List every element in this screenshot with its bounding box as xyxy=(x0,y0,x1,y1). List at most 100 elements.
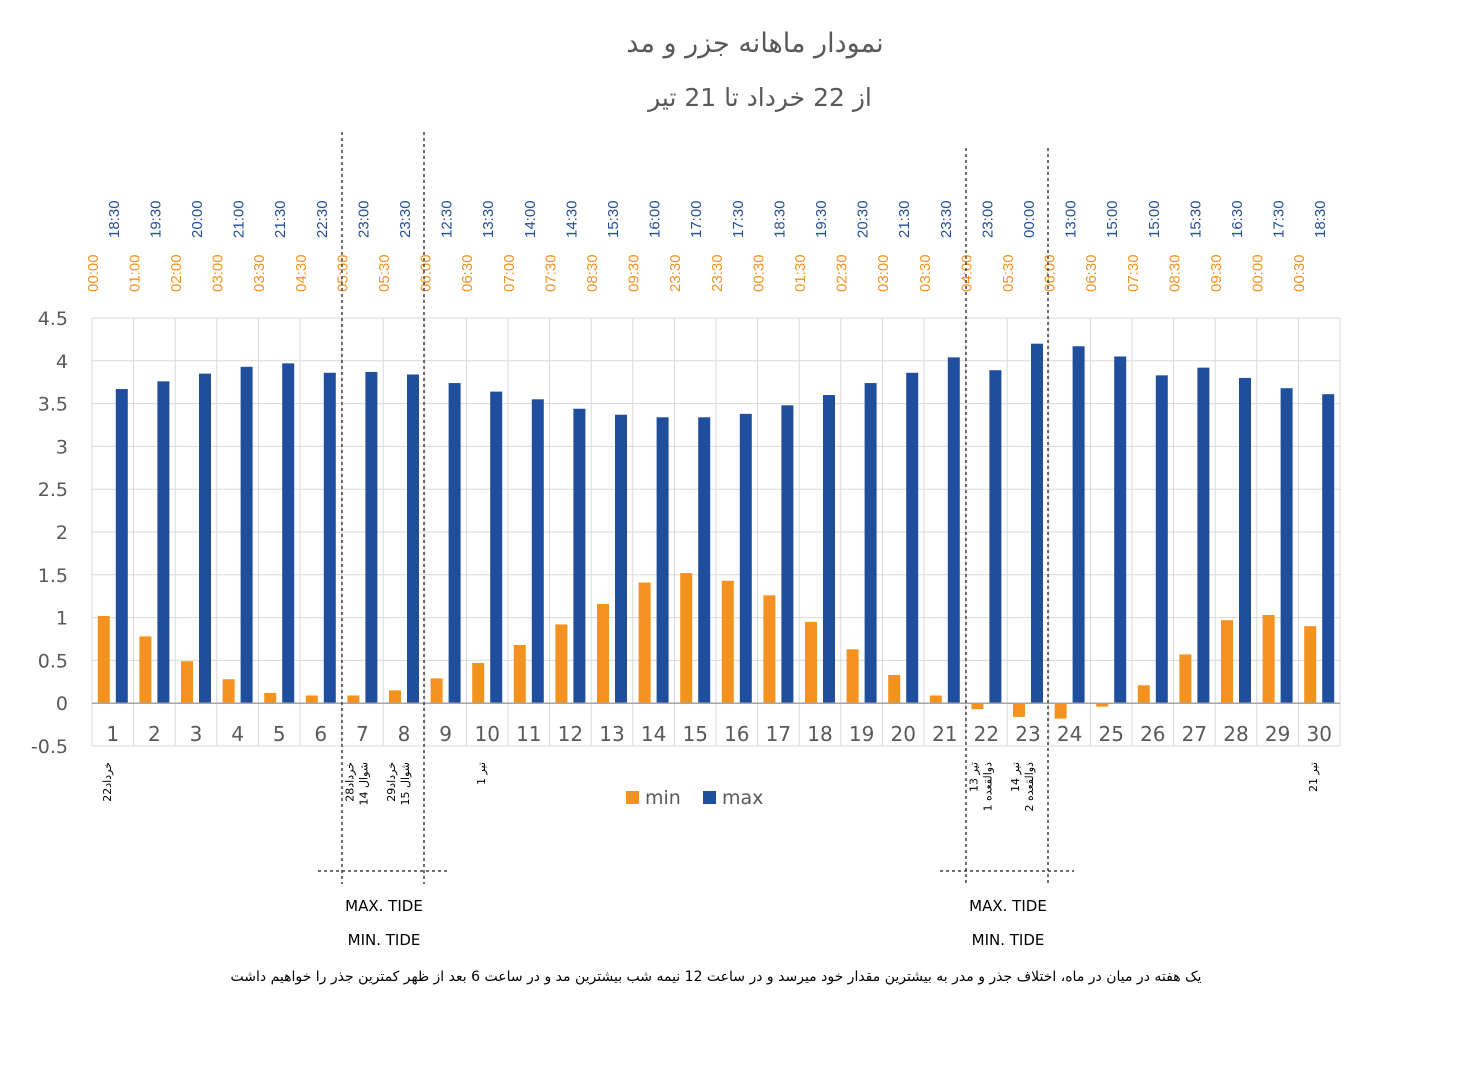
bar-max-day-6 xyxy=(323,372,336,704)
bar-max-day-22 xyxy=(989,370,1002,704)
bar-min-day-22 xyxy=(971,703,984,710)
x-tick-label: 11 xyxy=(516,722,541,746)
x-tick-label: 21 xyxy=(932,722,957,746)
y-tick-label: 1 xyxy=(56,608,68,630)
bar-max-day-14 xyxy=(656,417,669,704)
y-tick-label: 2 xyxy=(56,522,68,544)
max-tide-label: MAX. TIDE xyxy=(345,897,423,915)
x-tick-label: 23 xyxy=(1015,722,1040,746)
max-time-label: 13:00 xyxy=(1063,200,1080,238)
bar-min-day-17 xyxy=(763,595,776,704)
max-time-label: 21:30 xyxy=(896,200,913,238)
max-time-label: 14:30 xyxy=(563,200,580,238)
bar-max-day-20 xyxy=(906,372,919,704)
max-time-label: 14:00 xyxy=(522,200,539,238)
gridlines xyxy=(91,317,1341,747)
y-tick-label: 3.5 xyxy=(38,394,68,416)
max-time-label: 17:30 xyxy=(1271,200,1288,238)
bar-max-day-19 xyxy=(864,383,877,704)
x-tick-label: 9 xyxy=(439,722,452,746)
max-time-label: 17:30 xyxy=(730,200,747,238)
time-labels: 18:30 19:30 20:00 21:00 21:30 22:30 23:00 23:30… xyxy=(85,200,1329,292)
bar-min-day-24 xyxy=(1054,703,1067,719)
bar-max-day-13 xyxy=(615,414,627,704)
y-tick-label: 0 xyxy=(56,693,68,715)
x-tick-label: 15 xyxy=(682,722,707,746)
bar-max-day-4 xyxy=(240,366,253,704)
x-tick-label: 25 xyxy=(1098,722,1123,746)
x-tick-label: 16 xyxy=(724,722,749,746)
min-time-label: 09:30 xyxy=(626,254,643,292)
bar-min-day-27 xyxy=(1179,654,1192,704)
max-time-label: 21:30 xyxy=(272,200,289,238)
min-time-label: 00:00 xyxy=(85,254,102,292)
max-time-label: 21:00 xyxy=(231,200,248,238)
max-time-label: 23:00 xyxy=(355,200,372,238)
footnote: یک هفته در میان در ماه، اختلاف جذر و مدر… xyxy=(231,969,1202,985)
bar-max-day-25 xyxy=(1114,356,1127,704)
bar-max-day-26 xyxy=(1155,375,1168,704)
bar-min-day-2 xyxy=(139,636,152,704)
y-tick-label: 0.5 xyxy=(38,650,68,672)
min-time-label: 07:30 xyxy=(1125,254,1142,292)
bar-min-day-3 xyxy=(181,661,193,704)
min-time-label: 06:00 xyxy=(418,254,435,292)
bar-min-day-21 xyxy=(929,695,942,704)
max-time-label: 15:00 xyxy=(1146,200,1163,238)
x-tick-label: 6 xyxy=(314,722,327,746)
bar-min-day-19 xyxy=(846,649,859,704)
date-label: 2 ذوالقعده xyxy=(1023,762,1036,812)
date-label: 13 تیر xyxy=(967,762,980,792)
bar-max-day-7 xyxy=(365,371,378,704)
min-time-label: 23:30 xyxy=(709,254,726,292)
bar-min-day-8 xyxy=(389,690,401,704)
bar-min-day-23 xyxy=(1013,703,1025,717)
bar-max-day-30 xyxy=(1322,394,1335,704)
max-time-label: 23:30 xyxy=(397,200,414,238)
x-tick-label: 22 xyxy=(974,722,999,746)
min-time-label: 00:00 xyxy=(1250,254,1267,292)
legend-max-swatch xyxy=(703,791,716,804)
min-time-label: 05:30 xyxy=(1000,254,1017,292)
date-label: 1 تیر xyxy=(475,762,488,785)
min-time-label: 04:00 xyxy=(958,254,975,292)
min-tide-label: MIN. TIDE xyxy=(972,931,1045,949)
bar-min-day-16 xyxy=(721,580,734,704)
max-time-label: 20:00 xyxy=(189,200,206,238)
x-tick-label: 20 xyxy=(890,722,915,746)
bar-max-day-27 xyxy=(1197,367,1210,704)
min-time-label: 08:30 xyxy=(1166,254,1183,292)
bar-min-day-4 xyxy=(222,679,235,704)
axes: 4.543.532.521.510.50-0.51 2 3 4 5 6 7 8 9 10 11 12 1… xyxy=(31,308,1340,758)
bar-max-day-24 xyxy=(1072,346,1085,704)
y-tick-label: 1.5 xyxy=(38,565,68,587)
x-tick-label: 1 xyxy=(106,722,119,746)
min-time-label: 02:30 xyxy=(834,254,851,292)
legend-min-swatch xyxy=(626,791,639,804)
min-time-label: 00:30 xyxy=(750,254,767,292)
max-time-label: 00:00 xyxy=(1021,200,1038,238)
min-time-label: 06:00 xyxy=(1042,254,1059,292)
max-time-label: 12:30 xyxy=(439,200,456,238)
bar-min-day-10 xyxy=(472,662,485,704)
bar-min-day-15 xyxy=(680,573,693,704)
max-time-label: 13:30 xyxy=(480,200,497,238)
max-time-label: 17:00 xyxy=(688,200,705,238)
min-time-label: 03:30 xyxy=(251,254,268,292)
bar-max-day-17 xyxy=(781,405,794,704)
x-tick-label: 27 xyxy=(1182,722,1207,746)
min-time-label: 07:30 xyxy=(542,254,559,292)
bar-min-day-9 xyxy=(430,678,443,704)
min-time-label: 06:30 xyxy=(459,254,476,292)
bar-max-day-1 xyxy=(115,389,128,704)
min-time-label: 01:00 xyxy=(126,254,143,292)
bar-min-day-30 xyxy=(1304,626,1317,704)
bar-min-day-18 xyxy=(805,621,817,704)
max-time-label: 15:30 xyxy=(605,200,622,238)
legend-max-label: max xyxy=(722,787,763,809)
min-tide-label: MIN. TIDE xyxy=(348,931,421,949)
max-time-label: 18:30 xyxy=(106,200,123,238)
bar-max-day-11 xyxy=(531,399,544,704)
bar-max-day-18 xyxy=(823,395,835,704)
